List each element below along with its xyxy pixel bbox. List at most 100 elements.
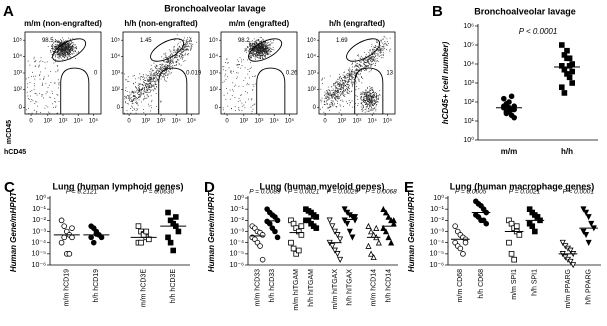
event: [188, 41, 190, 43]
event: [371, 107, 373, 108]
event: [267, 47, 269, 49]
event: [353, 77, 355, 78]
event: [273, 49, 275, 51]
event: [56, 94, 58, 95]
event: [182, 48, 184, 50]
event: [259, 48, 261, 50]
event: [260, 57, 261, 58]
event: [372, 90, 374, 92]
event: [60, 43, 62, 45]
event: [64, 42, 65, 43]
event: [156, 71, 158, 72]
event: [141, 93, 143, 95]
event: [250, 52, 252, 54]
event: [370, 92, 372, 94]
event: [350, 82, 352, 84]
event: [368, 91, 370, 92]
event: [174, 51, 176, 53]
event: [70, 47, 71, 48]
event: [167, 74, 169, 75]
event: [231, 70, 232, 72]
event: [341, 86, 343, 88]
event: [264, 45, 266, 47]
data-point: [511, 256, 517, 263]
event: [326, 91, 328, 93]
event: [368, 96, 369, 97]
event: [234, 106, 236, 108]
event: [372, 55, 374, 57]
event: [265, 46, 267, 48]
event: [246, 51, 247, 53]
event: [59, 54, 61, 56]
event: [369, 95, 371, 97]
event: [233, 90, 234, 92]
event: [71, 42, 73, 44]
event: [58, 51, 60, 53]
event: [365, 102, 367, 104]
event: [361, 70, 362, 72]
event: [73, 43, 74, 45]
event: [263, 50, 265, 51]
event: [64, 54, 66, 56]
event: [354, 72, 356, 74]
event: [329, 92, 331, 94]
event: [381, 48, 383, 50]
event: [132, 92, 134, 94]
event: [362, 94, 364, 95]
event: [359, 68, 361, 70]
event: [348, 77, 350, 78]
event: [149, 82, 151, 84]
event: [359, 67, 361, 69]
event: [324, 113, 326, 114]
event: [370, 98, 372, 100]
event: [253, 42, 255, 44]
x-tick-label: m/m: [501, 147, 517, 156]
event: [380, 52, 382, 53]
event: [262, 54, 264, 55]
x-tick-label: m/m hITGAM: [293, 269, 300, 311]
event: [143, 98, 145, 100]
event: [71, 45, 73, 46]
event: [144, 87, 146, 88]
event: [257, 43, 259, 45]
event: [162, 64, 164, 66]
event: [330, 102, 332, 103]
event: [373, 97, 374, 99]
event: [66, 49, 68, 51]
event: [350, 79, 352, 81]
event: [223, 80, 225, 82]
event: [358, 81, 360, 82]
event: [137, 109, 138, 111]
event: [369, 58, 371, 60]
event: [174, 56, 176, 58]
gate-value: 0.26: [286, 71, 298, 77]
event: [344, 96, 346, 97]
event: [357, 72, 359, 74]
event: [383, 47, 385, 49]
event: [255, 55, 257, 57]
event: [250, 51, 252, 53]
event: [57, 48, 59, 50]
event: [186, 48, 188, 50]
event: [351, 83, 353, 85]
data-point: [380, 205, 387, 212]
x-tick-label: 0: [127, 119, 131, 125]
event: [147, 88, 149, 90]
event: [251, 54, 253, 56]
event: [123, 112, 125, 114]
event: [143, 112, 145, 114]
y-tick-label: 10²: [209, 87, 218, 93]
event: [365, 65, 367, 67]
event: [167, 65, 169, 67]
event: [382, 49, 384, 51]
event: [253, 51, 255, 52]
event: [167, 64, 169, 66]
event: [179, 51, 181, 52]
event: [133, 82, 134, 84]
event: [261, 50, 263, 52]
event: [352, 83, 354, 85]
event: [333, 102, 335, 104]
y-tick-label: 0: [19, 105, 23, 111]
event: [129, 94, 131, 96]
event: [324, 101, 326, 103]
